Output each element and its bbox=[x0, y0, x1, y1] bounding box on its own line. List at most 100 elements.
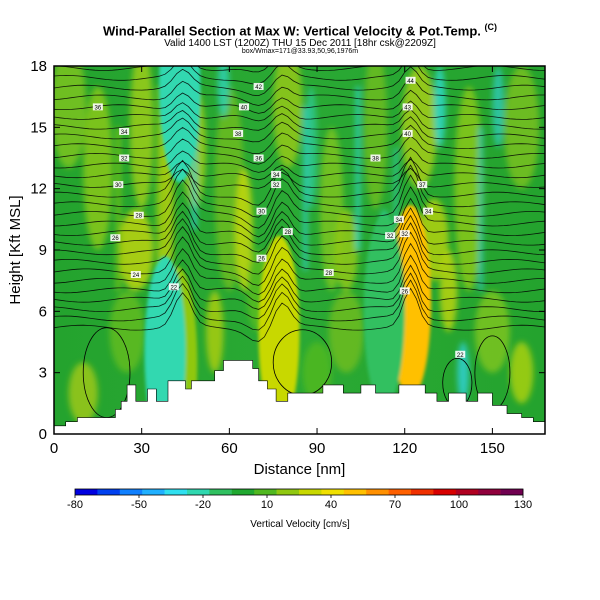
colorbar-segment bbox=[321, 489, 345, 495]
theta-contour-line bbox=[54, 164, 545, 218]
theta-contour-label: 36 bbox=[94, 105, 101, 111]
colorbar-tick-label: 130 bbox=[514, 499, 532, 511]
theta-contour-line bbox=[54, 66, 545, 85]
velocity-patch bbox=[235, 168, 253, 291]
downdraft-core bbox=[363, 215, 405, 408]
y-tick-label: 12 bbox=[30, 181, 47, 198]
theta-contour-line bbox=[54, 242, 545, 296]
x-tick-label: 150 bbox=[480, 440, 505, 457]
theta-contour-line bbox=[54, 77, 545, 106]
theta-contour-label: 32 bbox=[401, 232, 408, 238]
theta-contour-line bbox=[54, 32, 545, 54]
velocity-patch bbox=[129, 66, 154, 210]
theta-contour-label: 28 bbox=[325, 271, 332, 277]
colorbar-segment bbox=[411, 489, 434, 495]
velocity-patch bbox=[504, 66, 540, 189]
chart-subtitle-2: box/Wmax=171@33.93,50,96,1976m bbox=[241, 48, 359, 55]
theta-contour-label: 43 bbox=[404, 105, 411, 111]
theta-contour-label: 32 bbox=[387, 234, 394, 240]
theta-contour-label: 34 bbox=[273, 173, 280, 179]
theta-contour-line bbox=[54, 147, 545, 173]
theta-contour-label: 44 bbox=[407, 79, 414, 85]
theta-contour-label: 38 bbox=[235, 132, 242, 138]
theta-contour-line bbox=[54, 124, 545, 155]
theta-contour-label: 30 bbox=[115, 183, 122, 189]
theta-contour-line bbox=[54, 156, 545, 206]
x-tick-label: 60 bbox=[221, 440, 238, 457]
x-tick-label: 120 bbox=[392, 440, 417, 457]
velocity-patch bbox=[83, 86, 113, 250]
x-axis-label: Distance [nm] bbox=[254, 461, 346, 478]
velocity-patch bbox=[328, 290, 364, 373]
theta-contour-line bbox=[54, 272, 545, 320]
colorbar-segment bbox=[142, 489, 165, 495]
velocity-patch bbox=[68, 362, 98, 424]
terrain-mask bbox=[54, 360, 545, 434]
velocity-patch bbox=[109, 290, 145, 373]
colorbar-segment bbox=[455, 489, 479, 495]
theta-contour-label: 26 bbox=[258, 257, 265, 263]
colorbar-segment bbox=[187, 489, 210, 495]
chart-title: Wind-Parallel Section at Max W: Vertical… bbox=[102, 22, 498, 39]
colorbar-segment bbox=[119, 489, 143, 495]
colorbar-segment bbox=[164, 489, 188, 495]
theta-contour-label: 28 bbox=[135, 214, 142, 220]
theta-contour-line bbox=[54, 186, 545, 238]
velocity-patch bbox=[433, 66, 446, 148]
velocity-patch bbox=[454, 86, 484, 291]
x-tick-label: 90 bbox=[309, 440, 326, 457]
colorbar-tick-label: -80 bbox=[67, 499, 83, 511]
theta-contour-line bbox=[54, 264, 545, 310]
downdraft-core bbox=[159, 66, 201, 183]
colorbar-segment bbox=[366, 489, 389, 495]
theta-contour-label: 28 bbox=[284, 230, 291, 236]
theta-contour-line bbox=[54, 66, 545, 73]
x-tick-label: 0 bbox=[50, 440, 58, 457]
colorbar-segment bbox=[433, 489, 457, 495]
theta-contour-line bbox=[54, 287, 545, 342]
theta-contour-line bbox=[54, 89, 545, 114]
theta-contour-label: 22 bbox=[457, 353, 464, 359]
theta-contour-label: 36 bbox=[255, 157, 262, 163]
theta-contour-label: 34 bbox=[121, 130, 128, 136]
y-tick-label: 6 bbox=[39, 303, 47, 320]
theta-contour-line bbox=[54, 214, 545, 263]
colorbar-segment bbox=[299, 489, 322, 495]
theta-contour-line bbox=[54, 207, 545, 253]
theta-contour-label: 38 bbox=[372, 157, 379, 163]
colorbar-segment bbox=[388, 489, 412, 495]
theta-contour-line bbox=[54, 197, 545, 245]
theta-contour-line bbox=[54, 158, 545, 181]
theta-contour-label: 30 bbox=[258, 210, 265, 216]
colorbar-tick-label: 40 bbox=[325, 499, 337, 511]
theta-contour-line bbox=[54, 279, 545, 331]
theta-contour-line bbox=[54, 100, 545, 122]
theta-contour-label: 26 bbox=[112, 236, 119, 242]
y-axis-label: Height [Kft MSL] bbox=[7, 195, 24, 304]
velocity-patch bbox=[509, 342, 534, 404]
colorbar-segment bbox=[276, 489, 300, 495]
theta-contour-label: 37 bbox=[419, 183, 426, 189]
colorbar-tick-label: -20 bbox=[195, 499, 211, 511]
theta-contour-line bbox=[54, 254, 545, 303]
velocity-patch bbox=[205, 290, 224, 373]
velocity-streak bbox=[355, 86, 361, 250]
y-tick-label: 0 bbox=[39, 426, 47, 443]
chart-subtitle: Valid 1400 LST (1200Z) THU 15 Dec 2011 [… bbox=[164, 38, 436, 49]
velocity-patch bbox=[118, 209, 154, 291]
velocity-patch bbox=[474, 290, 510, 373]
theta-contour-line bbox=[54, 116, 545, 143]
colorbar-segment bbox=[478, 489, 501, 495]
velocity-streak bbox=[303, 106, 308, 271]
colorbar-tick-label: 10 bbox=[261, 499, 273, 511]
velocity-patch bbox=[363, 66, 388, 210]
colorbar: -80 -50 -20 10 40 70 100 130 Vertical Velocity [… bbox=[67, 488, 532, 530]
colorbar-segment bbox=[231, 489, 255, 495]
velocity-streak bbox=[478, 127, 483, 291]
velocity-patch bbox=[305, 86, 318, 210]
colorbar-segment bbox=[254, 489, 277, 495]
theta-contour-line bbox=[54, 167, 545, 189]
y-tick-label: 15 bbox=[30, 119, 47, 136]
